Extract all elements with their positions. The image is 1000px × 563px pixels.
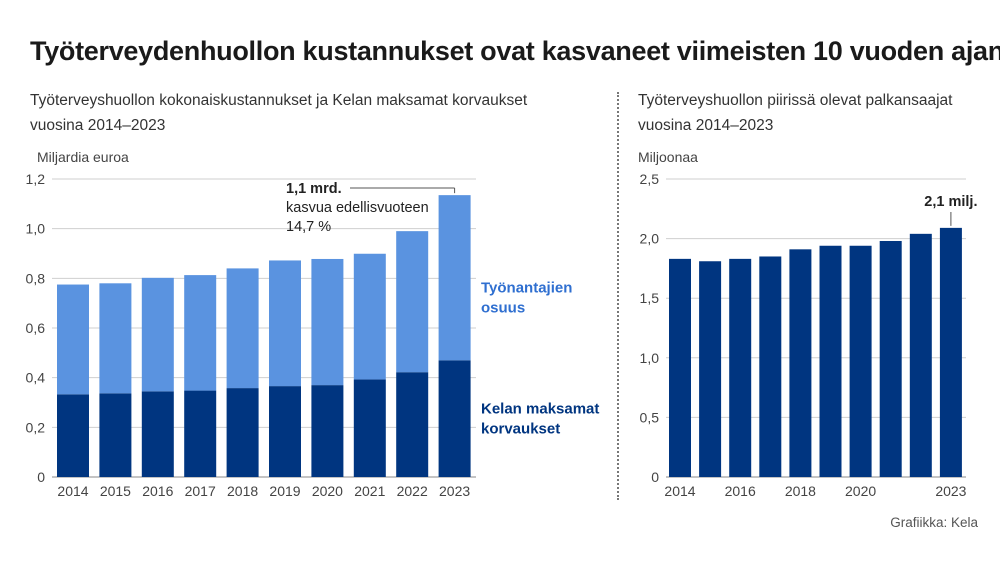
series-label-employers: Työnantajien	[481, 279, 572, 296]
y-tick-label: 0,2	[26, 419, 46, 435]
x-tick-label: 2018	[227, 483, 258, 499]
y-tick-label: 1,0	[26, 221, 46, 237]
x-tick-label: 2022	[397, 483, 428, 499]
x-tick-label: 2023	[935, 483, 966, 499]
bar-segment	[141, 391, 174, 477]
bar-segment	[269, 386, 301, 477]
bar	[909, 233, 932, 477]
right-chart-unit-label: Miljoonaa	[638, 149, 698, 165]
bar-segment	[141, 277, 174, 392]
y-tick-label: 2,0	[640, 231, 660, 247]
x-tick-label: 2016	[142, 483, 173, 499]
bar-segment	[396, 372, 429, 477]
y-tick-label: 1,5	[640, 290, 660, 306]
right-chart-subtitle: Työterveyshuollon piirissä olevat palkan…	[638, 92, 953, 134]
left-chart-unit-label: Miljardia euroa	[37, 149, 129, 165]
bar-segment	[184, 390, 217, 477]
x-tick-label: 2016	[725, 483, 756, 499]
x-tick-label: 2017	[185, 483, 216, 499]
y-tick-label: 0	[37, 469, 45, 485]
y-tick-label: 0,4	[26, 370, 46, 386]
series-label-kela: Kelan maksamat	[481, 401, 599, 418]
bar-segment	[438, 195, 471, 361]
bar	[759, 256, 782, 477]
bar-segment	[184, 275, 217, 391]
x-tick-label: 2020	[312, 483, 343, 499]
bar	[669, 258, 691, 477]
graphic-credit: Grafiikka: Kela	[890, 515, 978, 530]
bar	[789, 249, 812, 477]
x-tick-label: 2019	[269, 483, 300, 499]
series-label-employers: osuus	[481, 299, 525, 316]
bar-segment	[99, 283, 132, 394]
x-tick-label: 2021	[354, 483, 385, 499]
annotation-text: 1,1 mrd.	[286, 181, 342, 197]
y-tick-label: 1,0	[640, 350, 660, 366]
bar-segment	[396, 231, 429, 373]
bar-segment	[353, 253, 386, 380]
bar-segment	[311, 385, 344, 477]
bar-segment	[57, 394, 89, 477]
chart-title: Työterveydenhuollon kustannukset ovat ka…	[30, 36, 1000, 66]
bar	[939, 227, 962, 477]
x-tick-label: 2014	[664, 483, 695, 499]
bar-segment	[57, 284, 89, 395]
bar-segment	[269, 260, 301, 387]
bar	[819, 245, 842, 477]
y-tick-label: 0	[651, 469, 659, 485]
bar-segment	[311, 258, 344, 386]
x-tick-label: 2015	[100, 483, 131, 499]
bar	[699, 261, 722, 477]
annotation-text: 2,1 milj.	[924, 194, 977, 210]
left-chart-subtitle: Työterveyshuollon kokonaiskustannukset j…	[30, 92, 528, 134]
y-tick-label: 0,8	[26, 270, 46, 286]
y-tick-label: 2,5	[640, 171, 660, 187]
bar-segment	[438, 360, 471, 477]
x-tick-label: 2018	[785, 483, 816, 499]
series-label-kela: korvaukset	[481, 421, 560, 438]
annotation-text: 14,7 %	[286, 219, 331, 235]
chart-divider	[617, 92, 619, 500]
x-tick-label: 2014	[57, 483, 88, 499]
annotation-text: kasvua edellisvuoteen	[286, 200, 429, 216]
bar-segment	[99, 393, 132, 477]
x-tick-label: 2020	[845, 483, 876, 499]
y-tick-label: 0,5	[640, 409, 660, 425]
y-tick-label: 0,6	[26, 320, 46, 336]
bar-segment	[353, 379, 386, 477]
x-tick-label: 2023	[439, 483, 470, 499]
bar	[849, 245, 872, 477]
bar	[879, 240, 902, 477]
y-tick-label: 1,2	[26, 171, 46, 187]
bar	[729, 258, 752, 477]
bar-segment	[226, 268, 259, 389]
bar-segment	[226, 388, 259, 477]
